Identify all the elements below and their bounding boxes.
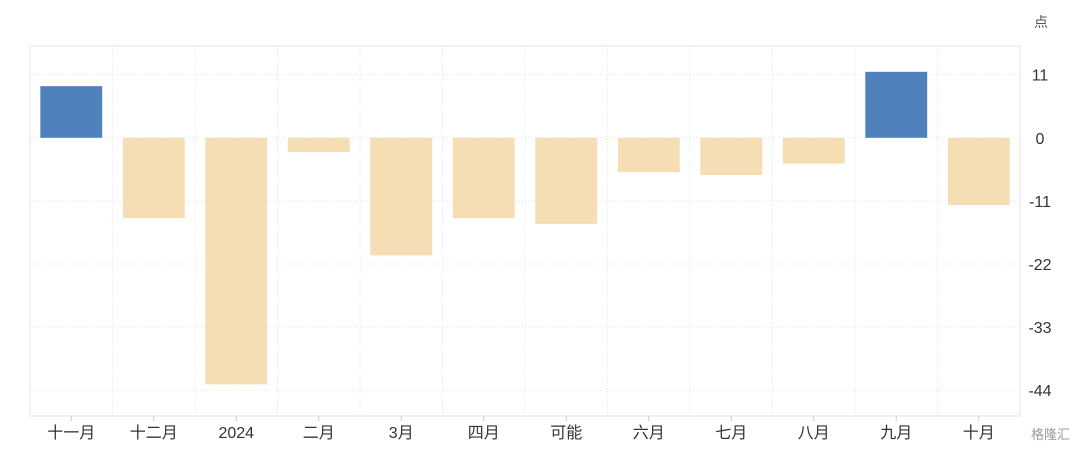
x-tick-label: 十二月 — [130, 424, 178, 442]
bar — [287, 137, 350, 153]
bar — [122, 137, 185, 219]
x-tick-label: 2024 — [218, 425, 254, 442]
bar — [617, 137, 680, 173]
x-tick-label: 八月 — [798, 425, 830, 442]
bar — [205, 137, 268, 385]
y-tick-label: -33 — [1028, 320, 1051, 337]
bar — [452, 137, 515, 219]
watermark-text: 格隆汇 — [1030, 427, 1070, 442]
x-tick-label: 二月 — [303, 425, 335, 442]
x-tick-label: 九月 — [880, 424, 912, 442]
bars-layer — [40, 71, 1010, 385]
y-tick-label: -22 — [1028, 257, 1051, 274]
y-tick-label: 0 — [1036, 131, 1045, 148]
bar — [370, 137, 433, 256]
x-tick-label: 十月 — [963, 424, 995, 442]
x-tick-label: 七月 — [715, 424, 747, 442]
bar — [700, 137, 763, 176]
y-tick-label: -11 — [1029, 194, 1051, 211]
x-tick-label: 3月 — [389, 425, 414, 442]
bar — [947, 137, 1010, 205]
bar — [865, 71, 928, 138]
grid-layer — [29, 45, 1021, 417]
y-tick-label: 11 — [1032, 68, 1049, 85]
x-tick-label: 四月 — [468, 425, 500, 442]
bar — [535, 137, 598, 224]
x-tick-label: 六月 — [633, 424, 665, 442]
x-tick-label: 可能 — [550, 424, 582, 442]
bar — [782, 137, 845, 164]
y-axis-unit-label: 点 — [1034, 14, 1048, 30]
x-tick-label: 十一月 — [47, 424, 95, 442]
y-tick-label: -44 — [1028, 383, 1051, 400]
bar — [40, 86, 103, 138]
